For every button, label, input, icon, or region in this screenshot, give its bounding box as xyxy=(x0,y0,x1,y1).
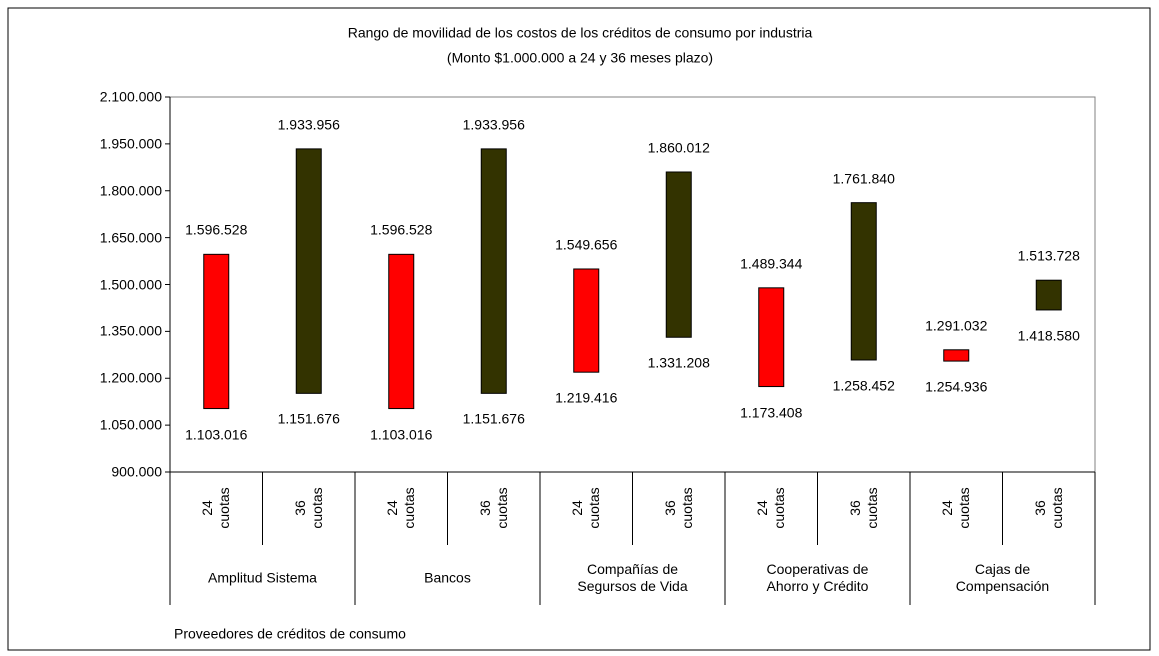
sub-category-label: 36 cuotas xyxy=(291,487,325,529)
y-tick-label: 1.800.000 xyxy=(99,182,162,199)
high-label: 1.596.528 xyxy=(370,221,433,238)
chart-title: Rango de movilidad de los costos de los … xyxy=(347,24,813,41)
y-tick-label: 1.950.000 xyxy=(99,135,162,152)
range-bar xyxy=(295,148,322,394)
sub-category-label: 24 cuotas xyxy=(569,487,603,529)
low-label: 1.254.936 xyxy=(925,378,988,395)
sub-category-label: 36 cuotas xyxy=(661,487,695,529)
high-label: 1.596.528 xyxy=(185,221,248,238)
high-label: 1.489.344 xyxy=(740,255,803,272)
low-label: 1.103.016 xyxy=(185,426,248,443)
sub-category-label: 36 cuotas xyxy=(846,487,880,529)
high-label: 1.513.728 xyxy=(1017,247,1080,264)
y-tick-label: 900.000 xyxy=(111,463,162,480)
high-label: 1.549.656 xyxy=(555,236,618,253)
y-tick-label: 1.200.000 xyxy=(99,369,162,386)
sub-category-label: 36 cuotas xyxy=(1031,487,1065,529)
group-label: Cooperativas de Ahorro y Crédito xyxy=(766,561,869,594)
range-bar xyxy=(665,171,692,338)
low-label: 1.103.016 xyxy=(370,426,433,443)
chart-border xyxy=(7,7,1151,651)
group-label: Cajas de Compensación xyxy=(955,561,1050,594)
range-bar xyxy=(203,253,230,410)
sub-category-label: 24 cuotas xyxy=(939,487,973,529)
low-label: 1.151.676 xyxy=(462,410,525,427)
y-tick-label: 1.500.000 xyxy=(99,276,162,292)
group-label: Compañías de Segursos de Vida xyxy=(577,561,688,594)
range-bar xyxy=(573,268,600,373)
sub-category-label: 36 cuotas xyxy=(476,487,510,529)
sub-category-label: 24 cuotas xyxy=(384,487,418,529)
range-bar xyxy=(1035,279,1062,311)
range-bar xyxy=(480,148,507,394)
y-tick-label: 2.100.000 xyxy=(99,88,162,105)
low-label: 1.219.416 xyxy=(555,389,618,406)
range-bar xyxy=(758,287,785,388)
low-label: 1.331.208 xyxy=(647,354,710,371)
high-label: 1.761.840 xyxy=(832,170,895,187)
sub-category-label: 24 cuotas xyxy=(199,487,233,529)
y-tick-label: 1.050.000 xyxy=(99,416,162,433)
group-label: Bancos xyxy=(424,569,471,586)
high-label: 1.933.956 xyxy=(462,116,525,133)
chart-subtitle: (Monto $1.000.000 a 24 y 36 meses plazo) xyxy=(446,49,714,66)
high-label: 1.860.012 xyxy=(647,139,710,156)
high-label: 1.933.956 xyxy=(277,116,340,133)
group-label: Amplitud Sistema xyxy=(208,569,317,586)
high-label: 1.291.032 xyxy=(925,317,988,334)
range-bar xyxy=(850,202,877,361)
range-bar xyxy=(943,349,970,362)
low-label: 1.173.408 xyxy=(740,404,803,421)
sub-category-label: 24 cuotas xyxy=(754,487,788,529)
low-label: 1.258.452 xyxy=(832,377,895,394)
x-axis-label: Proveedores de créditos de consumo xyxy=(174,625,406,642)
low-label: 1.151.676 xyxy=(277,410,340,427)
range-bar xyxy=(388,253,415,410)
y-tick-label: 1.350.000 xyxy=(99,322,162,339)
low-label: 1.418.580 xyxy=(1017,327,1080,344)
y-tick-label: 1.650.000 xyxy=(99,229,162,246)
